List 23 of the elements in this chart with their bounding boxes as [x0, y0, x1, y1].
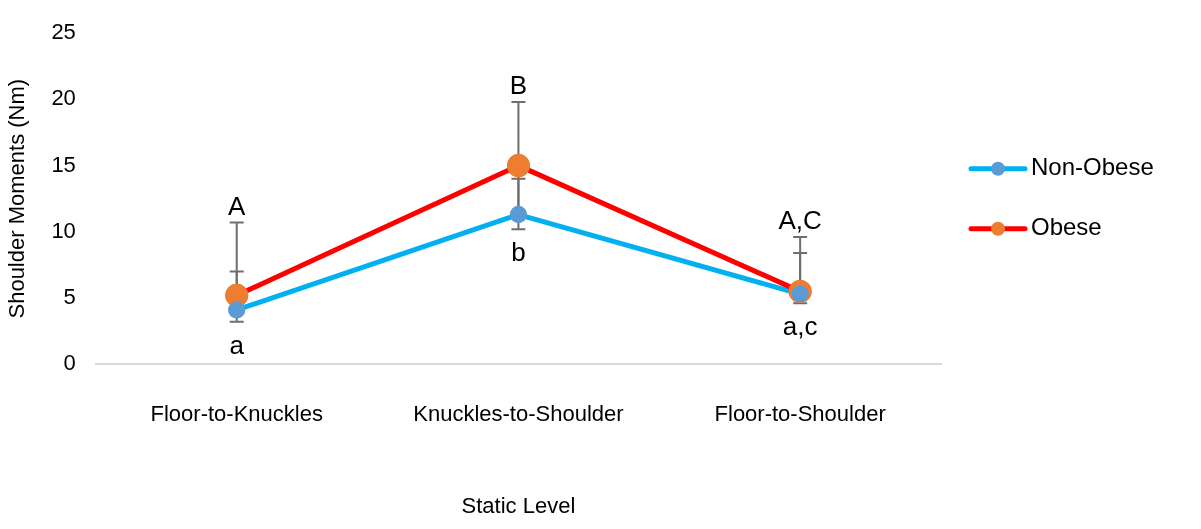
x-tick-label: Floor-to-Shoulder [714, 401, 886, 427]
x-tick-label: Knuckles-to-Shoulder [413, 401, 624, 427]
y-tick-label: 10 [51, 217, 76, 243]
annotation: B [509, 70, 528, 101]
y-tick-label: 5 [63, 284, 76, 310]
y-tick-label: 15 [51, 151, 76, 177]
y-tick-label: 25 [51, 19, 76, 45]
point [506, 154, 530, 178]
x-axis-title: Static Level [461, 492, 576, 518]
annotation: A,C [778, 205, 822, 236]
annotation: b [511, 237, 526, 268]
annotation: a [229, 330, 245, 360]
point [509, 206, 527, 224]
annotation: A [228, 190, 247, 221]
legend-label: Obese [1031, 213, 1102, 241]
annotation: a,c [782, 311, 818, 342]
legend-label: Non-Obese [1031, 153, 1154, 181]
point [225, 283, 249, 307]
point [228, 301, 246, 319]
x-tick-label: Floor-to-Knuckles [150, 401, 323, 427]
y-tick-label: 20 [51, 85, 76, 111]
y-tick-label: 0 [63, 350, 76, 376]
y-axis-title: Shoulder Moments (Nm) [4, 78, 30, 319]
